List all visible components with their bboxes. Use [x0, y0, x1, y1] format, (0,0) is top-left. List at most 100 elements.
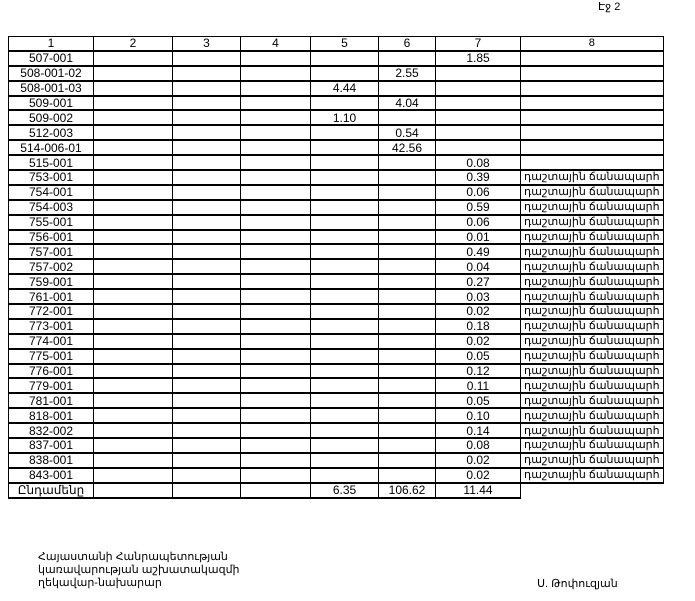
land-parcel-table: 1 2 3 4 5 6 7 8 507-001 1.85 508-001-02 2.5… [8, 35, 664, 499]
cell-c7: 0.27 [435, 273, 521, 291]
cell-c4 [240, 184, 311, 201]
cell-c8 [520, 139, 664, 157]
cell-c1: 757-001 [8, 243, 94, 261]
cell-c4 [240, 139, 311, 157]
cell-c5 [310, 333, 379, 350]
cell-c2 [93, 169, 173, 186]
page-number: Էջ 2 [598, 1, 621, 13]
cell-c6 [378, 318, 436, 335]
table-row: 754-001 0.06 դաշտային ճանապարհ [8, 184, 664, 201]
cell-c4 [240, 199, 311, 216]
cell-c1: 509-001 [8, 95, 94, 112]
cell-c5 [310, 407, 379, 425]
cell-c8: դաշտային ճանապարհ [520, 437, 664, 454]
cell-c7: 0.06 [435, 184, 521, 201]
cell-c1: 838-001 [8, 452, 94, 469]
cell-c3 [172, 199, 241, 216]
cell-c2 [93, 124, 173, 142]
cell-c5 [310, 318, 379, 335]
cell-c7: 0.02 [435, 303, 521, 320]
cell-c6 [378, 422, 436, 440]
cell-c8 [520, 80, 664, 97]
cell-c6 [378, 437, 436, 454]
header-col-6: 6 [378, 35, 436, 52]
cell-c6 [378, 243, 436, 261]
cell-c4 [240, 65, 311, 82]
cell-c3 [172, 50, 241, 67]
cell-c5 [310, 139, 379, 157]
cell-c8: դաշտային ճանապարհ [520, 363, 664, 380]
cell-c3 [172, 214, 241, 231]
cell-c8 [521, 483, 664, 498]
table-row: 773-001 0.18 դաշտային ճանապարհ [8, 318, 664, 335]
cell-c7: 0.03 [435, 288, 521, 306]
cell-c7: 0.11 [435, 377, 521, 395]
cell-c1: 508-001-03 [8, 80, 94, 97]
cell-c5 [310, 229, 379, 246]
table-row: 781-001 0.05 դաշտային ճանապարհ [8, 392, 664, 410]
cell-c8: դաշտային ճանապարհ [520, 288, 664, 306]
cell-c1: 753-001 [8, 169, 94, 186]
cell-c7: 0.02 [435, 333, 521, 350]
cell-c3 [172, 80, 241, 97]
cell-c1: 514-006-01 [8, 139, 94, 157]
cell-c8: դաշտային ճանապարհ [520, 377, 664, 395]
cell-c2 [93, 50, 173, 67]
table-row: 509-001 4.04 [8, 95, 664, 112]
table-row: 514-006-01 42.56 [8, 139, 664, 157]
cell-c6 [378, 258, 436, 276]
cell-c7: 11.44 [435, 482, 521, 499]
cell-c2 [93, 377, 173, 395]
cell-c5 [310, 184, 379, 201]
cell-c5 [310, 169, 379, 186]
table-row: 508-001-03 4.44 [8, 80, 664, 97]
cell-c5 [310, 452, 379, 469]
cell-c2 [93, 214, 173, 231]
cell-c3 [172, 392, 241, 410]
cell-c2 [93, 348, 173, 365]
cell-c2 [93, 303, 173, 320]
cell-c5 [310, 199, 379, 216]
cell-c1: 775-001 [8, 348, 94, 365]
table-row: 838-001 0.02 դաշտային ճանապարհ [8, 452, 664, 469]
cell-c7: 0.10 [435, 407, 521, 425]
cell-c7: 0.05 [435, 392, 521, 410]
cell-c4 [240, 333, 311, 350]
cell-c4 [240, 243, 311, 261]
cell-c2 [93, 422, 173, 440]
cell-c5 [310, 214, 379, 231]
cell-c8: դաշտային ճանապարհ [520, 229, 664, 246]
cell-c5 [310, 273, 379, 291]
cell-c5 [310, 437, 379, 454]
cell-c7: 0.18 [435, 318, 521, 335]
cell-c4 [240, 124, 311, 142]
cell-c2 [93, 80, 173, 97]
cell-c1: 776-001 [8, 363, 94, 380]
cell-c6 [378, 377, 436, 395]
cell-c2 [93, 318, 173, 335]
cell-c1: 515-001 [8, 154, 94, 172]
header-col-4: 4 [240, 35, 311, 52]
cell-c4 [240, 407, 311, 425]
cell-c5 [310, 377, 379, 395]
cell-c4 [240, 482, 311, 499]
cell-c8: դաշտային ճանապարհ [520, 273, 664, 291]
cell-c1: 756-001 [8, 229, 94, 246]
cell-c4 [240, 437, 311, 454]
cell-c8: դաշտային ճանապարհ [520, 333, 664, 350]
cell-c3 [172, 377, 241, 395]
cell-c8: դաշտային ճանապարհ [520, 169, 664, 186]
cell-c7: 0.04 [435, 258, 521, 276]
cell-c6 [378, 348, 436, 365]
header-col-7: 7 [435, 35, 521, 52]
table-row: 757-002 0.04 դաշտային ճանապարհ [8, 258, 664, 276]
cell-c3 [172, 258, 241, 276]
cell-c1: 843-001 [8, 467, 94, 484]
cell-c5 [310, 65, 379, 82]
cell-c5 [310, 124, 379, 142]
cell-c6 [378, 199, 436, 216]
cell-c1: 837-001 [8, 437, 94, 454]
cell-c3 [172, 482, 241, 499]
cell-c2 [93, 407, 173, 425]
cell-c4 [240, 258, 311, 276]
